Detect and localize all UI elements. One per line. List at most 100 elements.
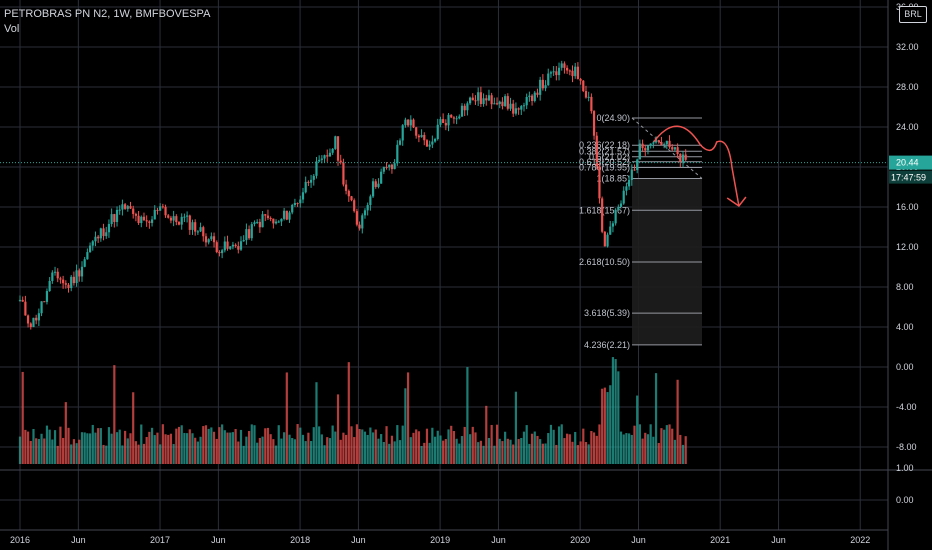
volume-bar [269,434,272,464]
volume-bar [48,429,51,464]
candle-body [24,301,27,316]
volume-bar [522,431,526,464]
candle-body [463,105,466,111]
volume-indicator-label[interactable]: Vol [4,23,20,35]
chart-grid [0,0,889,550]
candle-body [105,232,108,237]
candle-body [137,215,140,224]
volume-bar [150,427,154,464]
candle-body [582,80,585,92]
volume-bar [70,444,73,464]
candle-body [528,95,531,97]
volume-bar [274,445,278,464]
candle-body [51,272,54,281]
volume-bar [436,430,439,464]
volume-bar [299,427,302,464]
volume-bar [587,444,590,464]
candle-body [45,291,49,302]
volume-bar [393,441,396,464]
candle-body [304,181,307,193]
candle-body [180,216,183,225]
candle-body [660,142,663,146]
fib-level-label: 2.618(10.50) [579,257,630,267]
volume-bar [164,434,167,464]
candle-body [64,283,67,285]
candle-body [396,144,399,164]
candle-body [21,299,24,302]
candle-body [67,284,70,289]
volume-bar [312,427,315,464]
candle-body [148,221,151,223]
candle-body [622,190,625,204]
volume-bar [64,402,67,464]
volume-bar [417,431,420,464]
volume-bar [336,394,340,464]
price-tags: 20.44 17:47:59 [0,155,932,184]
volume-bar [541,443,544,464]
volume-bar [204,425,208,464]
candle-body [153,209,156,220]
volume-bar [576,445,579,464]
price-tick-label: 28.00 [896,82,919,92]
candle-body [442,119,445,123]
candle-body [280,218,283,222]
candle-body [371,181,375,197]
volume-bar [253,425,256,464]
candle-body [606,234,609,247]
candle-body [237,246,240,250]
candle-body [223,241,226,251]
volume-bar [145,436,148,464]
candle-body [533,92,536,101]
candle-body [188,215,191,230]
volume-bar [94,432,97,464]
volume-bar [323,445,326,464]
currency-badge[interactable]: BRL [899,6,927,23]
candle-body [167,215,170,218]
candle-body [175,216,178,223]
candle-body [159,206,162,211]
volume-bar [280,438,283,464]
price-tick-label: 16.00 [896,202,919,212]
candle-body [242,240,245,242]
projection-path[interactable] [653,125,740,207]
volume-bar [137,444,140,464]
volume-bar [371,432,375,464]
volume-bar [18,436,22,464]
volume-bar [636,395,639,464]
volume-bar [369,427,372,464]
fib-level-label: 0.786(19.95) [579,163,630,173]
volume-bar [177,426,181,464]
volume-bar [679,434,682,464]
candle-body [646,145,650,151]
volume-bar [83,432,86,464]
current-price-tag[interactable] [889,155,932,170]
fib-level-label: 3.618(5.39) [584,308,630,318]
candle-body [423,134,426,141]
candle-body [48,280,51,292]
symbol-title[interactable]: PETROBRAS PN N2, 1W, BMFBOVESPA [4,8,211,20]
volume-bar [272,439,275,464]
volume-bar [366,434,369,464]
candle-body [43,301,46,303]
price-tick-label: -8.00 [896,442,917,452]
candle-body [444,122,447,126]
volume-bar [412,432,415,464]
time-tick-label: Jun [491,535,506,545]
candle-body [636,159,639,171]
volume-bar [196,441,199,464]
volume-bar [175,428,178,464]
volume-bar [654,373,658,464]
candle-body [431,141,434,145]
volume-bar [501,441,504,464]
candle-body [493,103,496,105]
time-tick-label: 2017 [150,535,170,545]
volume-bar [404,388,407,464]
candle-body [288,212,291,220]
candle-body [78,270,81,277]
volume-bar [592,432,596,464]
volume-bar [191,433,194,464]
candle-body [250,224,253,239]
volume-bar [307,432,310,464]
volume-bar [423,442,426,464]
